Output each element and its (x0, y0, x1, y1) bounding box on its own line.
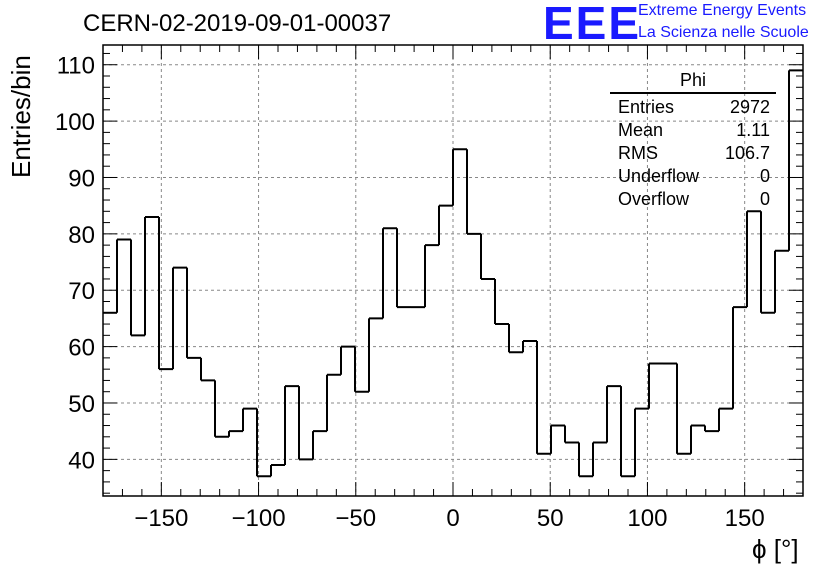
histogram-bin (172, 266, 187, 370)
histogram-bin (592, 441, 607, 477)
histogram-bin (382, 227, 397, 319)
stats-label: RMS (618, 143, 658, 163)
x-tick-label: 50 (537, 505, 564, 532)
histogram-bin (158, 216, 173, 371)
stats-row-entries: Entries 2972 (610, 96, 776, 119)
x-tick-label: 150 (725, 505, 765, 532)
stats-label: Entries (618, 97, 675, 117)
stats-row-underflow: Underflow 0 (610, 165, 776, 188)
histogram-bin (732, 306, 747, 409)
histogram-bin (760, 211, 775, 314)
histogram-bin (648, 362, 663, 409)
y-axis-label: Entries/bin (6, 55, 36, 178)
histogram-bin (312, 430, 327, 460)
histogram-bin (284, 385, 299, 465)
histogram-bin (214, 380, 229, 438)
y-tick-label: 50 (68, 391, 95, 418)
histogram-bin (116, 238, 131, 313)
histogram-bin (424, 244, 439, 308)
y-tick-label: 80 (68, 222, 95, 249)
stats-value: 1.11 (736, 120, 770, 140)
eee-logo: EEE (543, 0, 642, 49)
stats-box: Phi Entries 2972 Mean 1.11 RMS 106.7 Und… (610, 70, 776, 211)
histogram-bin (340, 345, 355, 375)
x-tick-label: −50 (335, 505, 376, 532)
x-tick-label: 0 (446, 505, 459, 532)
histogram-bin (368, 317, 383, 392)
histogram-bin (144, 215, 159, 336)
histogram-bin (690, 424, 705, 454)
x-tick-label: 100 (627, 505, 667, 532)
stats-label: Underflow (618, 166, 700, 186)
y-tick-label: 110 (57, 53, 95, 80)
histogram-bin (186, 267, 201, 359)
histogram-bin (536, 340, 551, 455)
y-tick-label: 60 (68, 335, 95, 362)
logo-subtitle-1: Extreme Energy Events (638, 2, 807, 19)
histogram-bin (578, 442, 593, 478)
histogram-bin (298, 386, 313, 461)
histogram-bin (774, 249, 789, 313)
y-tick-label: 90 (68, 165, 95, 192)
stats-label: Overflow (618, 189, 690, 209)
histogram-bin (522, 339, 537, 353)
histogram-bin (228, 430, 243, 437)
histogram-bin (452, 148, 467, 206)
histogram-bin (480, 233, 495, 280)
histogram-bin (494, 278, 509, 326)
histogram-bin (256, 408, 271, 478)
histogram-bin (200, 357, 215, 382)
x-axis-label: ϕ [°] (752, 534, 799, 564)
histogram-bin (270, 463, 285, 477)
histogram-bin (620, 386, 635, 478)
histogram-bin (564, 425, 579, 444)
histogram-bin (242, 407, 257, 432)
histogram-bin (746, 210, 761, 308)
histogram-bin (466, 149, 481, 235)
y-tick-label: 100 (55, 109, 95, 136)
stats-label: Mean (618, 120, 664, 140)
y-tick-label: 70 (68, 278, 95, 305)
x-tick-label: −150 (134, 505, 188, 532)
histogram-bin (354, 346, 369, 393)
stats-row-rms: RMS 106.7 (610, 142, 776, 165)
stats-title: Phi (610, 70, 776, 94)
chart-title: CERN-02-2019-09-01-00037 (83, 10, 392, 37)
histogram-bin (396, 228, 411, 309)
histogram-bin (718, 407, 733, 432)
histogram-bin (676, 363, 691, 455)
histogram-bin (438, 204, 453, 246)
histogram-bin (788, 69, 803, 251)
histogram-bin (704, 425, 719, 433)
y-tick-label: 40 (68, 447, 95, 474)
histogram-bin (606, 385, 621, 443)
histogram-bin (550, 424, 565, 454)
logo-subtitle-2: La Scienza nelle Scuole (638, 24, 809, 41)
histogram-bin (130, 239, 145, 337)
stats-row-mean: Mean 1.11 (610, 119, 776, 142)
stats-value: 2972 (729, 97, 770, 117)
stats-row-overflow: Overflow 0 (610, 188, 776, 211)
stats-value: 0 (759, 189, 770, 209)
stats-value: 0 (759, 166, 770, 186)
histogram-bin (508, 324, 523, 354)
histogram-bin (326, 373, 341, 432)
histogram-bin (634, 407, 649, 477)
x-tick-label: −100 (232, 505, 286, 532)
stats-value: 106.7 (724, 143, 770, 163)
